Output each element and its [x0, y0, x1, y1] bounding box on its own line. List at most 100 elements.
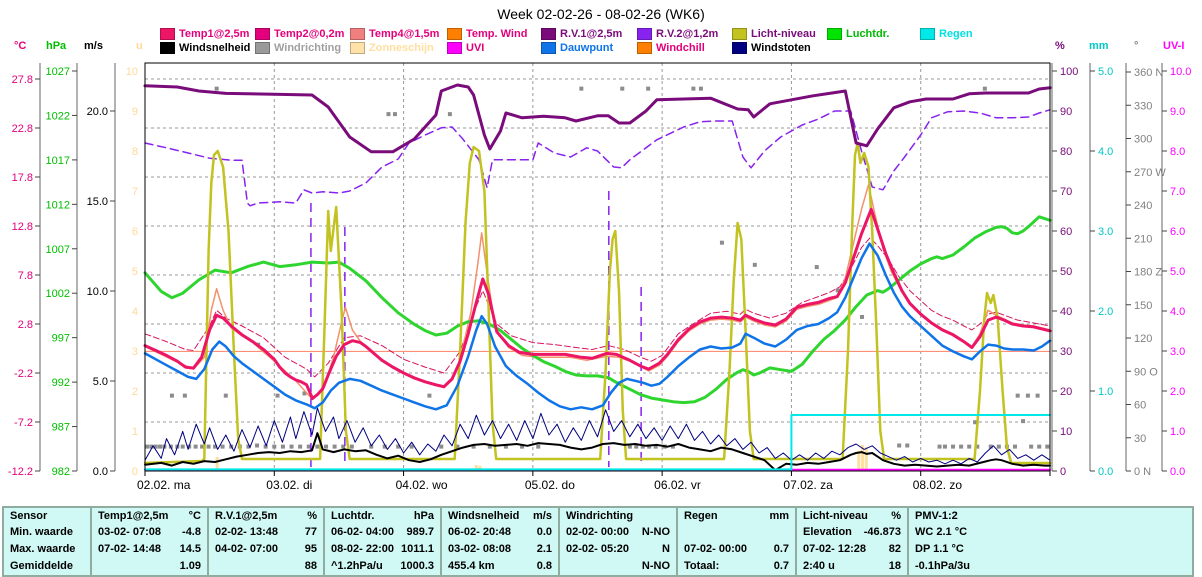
axis-tick-label: 5.0: [1098, 66, 1113, 78]
legend-item-luchtdruk: Luchtdr.: [827, 28, 889, 40]
legend-item-licht-niveau: Licht-niveau: [732, 28, 816, 40]
wind-direction-dot: [897, 443, 902, 448]
legend-swatch-windchill: [637, 42, 652, 54]
wind-direction-dot: [369, 444, 374, 449]
table-row: 06-02- 20:48 0.0: [448, 526, 552, 538]
wind-direction-dot: [246, 444, 251, 449]
wind-direction-dot: [275, 393, 280, 398]
axis-tick-label: 22.8: [12, 123, 33, 135]
wind-direction-dot: [149, 444, 154, 449]
legend-swatch-luchtdruk: [827, 28, 842, 40]
wind-direction-dot: [627, 444, 632, 449]
wind-direction-dot: [653, 444, 658, 449]
wind-direction-dot: [647, 444, 652, 449]
table-row: 07-02- 12:28 82: [803, 543, 901, 555]
axis-tick-label: 90 O: [1134, 366, 1158, 378]
table-row: 02-02- 00:00 N-NO: [566, 526, 670, 538]
wind-direction-dot: [579, 86, 584, 91]
x-axis-day-label: 06.02. vr: [654, 478, 701, 492]
axis-tick-label: 2.0: [1170, 386, 1185, 398]
table-row: 02-02- 13:48 77: [215, 526, 317, 538]
wind-direction-dot: [455, 444, 460, 449]
wind-direction-dot: [520, 444, 525, 449]
x-axis-day-label: 07.02. za: [783, 478, 833, 492]
axis-tick-label: 4.0: [1098, 146, 1113, 158]
legend-label: Temp1@2,5m: [179, 28, 250, 40]
axis-tick-label: 210: [1134, 233, 1152, 245]
axis-tick-label: 30: [1134, 433, 1146, 445]
axis-tick-label: 50: [1060, 266, 1072, 278]
axis-header-uvi: UV-I: [1163, 40, 1185, 52]
table-col-rv1: R.V.1@2,5m% 02-02- 13:48 77 04-02- 07:00 9…: [207, 508, 323, 575]
wind-direction-dot: [302, 391, 307, 396]
wind-direction-dot: [382, 444, 387, 449]
table-row: 2:40 u 18: [803, 560, 901, 572]
wind-direction-dot: [272, 444, 277, 449]
table-row: ^1.2hPa/u 1000.3: [331, 560, 434, 572]
x-axis-day-label: 05.02. do: [525, 478, 575, 492]
wind-direction-dot: [153, 444, 158, 449]
axis-tick-label: 2.8: [18, 319, 33, 331]
wind-direction-dot: [289, 444, 294, 449]
legend-item-temp1: Temp1@2,5m: [160, 28, 249, 40]
axis-tick-label: 982: [52, 466, 70, 478]
axis-tick-label: 3: [132, 346, 138, 358]
table-row: Elevation -46.873: [803, 526, 901, 538]
legend-label: Regen: [939, 28, 973, 40]
wind-direction-dot: [409, 444, 414, 449]
legend-label: R.V.2@1,2m: [656, 28, 719, 40]
axis-tick-label: 10.0: [1170, 66, 1191, 78]
axis-tick-label: 6.0: [1170, 226, 1185, 238]
statistics-table: Sensor Min. waarde Max. waarde Gemiddeld…: [2, 506, 1194, 577]
plot-border: [144, 62, 1051, 472]
wind-direction-dot: [1021, 419, 1026, 424]
table-row: 03-02- 08:08 2.1: [448, 543, 552, 555]
table-col-licht-niveau: Licht-niveau% Elevation -46.873 07-02- 12…: [795, 508, 907, 575]
table-header: Licht-niveau%: [803, 510, 901, 522]
legend-label: Dauwpunt: [560, 42, 614, 54]
sunshine-bar: [478, 465, 482, 469]
table-row: 04-02- 07:00 95: [215, 543, 317, 555]
wind-direction-dot: [255, 443, 260, 448]
table-header: R.V.1@2,5m%: [215, 510, 317, 522]
sunshine-bar: [861, 445, 865, 469]
legend-item-regen: Regen: [920, 28, 973, 40]
wind-direction-dot: [341, 444, 346, 449]
wind-direction-dot: [487, 444, 492, 449]
legend-swatch-uvi: [447, 42, 462, 54]
wind-direction-dot: [206, 444, 211, 449]
wind-direction-dot: [193, 444, 198, 449]
axis-tick-label: 180 Z: [1134, 267, 1162, 279]
x-axis-day-label: 08.02. zo: [913, 478, 963, 492]
table-row: 07-02- 14:48 14.5: [98, 543, 201, 555]
plot-background: [145, 63, 1050, 471]
axis-tick-label: 0: [1060, 466, 1066, 478]
axis-tick-label: 8: [132, 146, 138, 158]
axis-tick-label: 150: [1134, 300, 1152, 312]
table-row: 88: [304, 560, 317, 572]
series-Windstoten: [144, 407, 1051, 465]
legend-label: Zonneschijn: [369, 42, 434, 54]
wind-direction-dot: [640, 444, 645, 449]
series-R.V.2@1,2m: [144, 109, 1051, 207]
axis-tick-label: -7.2: [14, 417, 33, 429]
wind-direction-dot: [396, 444, 401, 449]
axis-tick-label: 90: [1060, 106, 1072, 118]
table-row: 02-02- 05:20 N: [566, 543, 670, 555]
wind-direction-dot: [719, 240, 724, 245]
wind-direction-dot: [200, 444, 205, 449]
series-Regen: [144, 414, 1051, 471]
table-row: Totaal: 0.7: [684, 560, 789, 572]
wind-direction-dot: [982, 86, 987, 91]
axis-tick-label: 240: [1134, 200, 1152, 212]
axis-tick-label: -2.2: [14, 368, 33, 380]
legend-label: Licht-niveau: [751, 28, 816, 40]
wind-direction-dot: [646, 86, 651, 91]
wind-direction-dot: [937, 444, 942, 449]
wind-direction-dot: [1045, 444, 1050, 449]
series-Licht-niveau: [143, 141, 1052, 465]
legend-label: Windsnelheid: [179, 42, 251, 54]
axis-tick-label: 992: [52, 377, 70, 389]
x-axis-day-label: 03.02. di: [266, 478, 312, 492]
chart-title: Week 02-02-26 - 08-02-26 (WK6): [497, 6, 705, 22]
